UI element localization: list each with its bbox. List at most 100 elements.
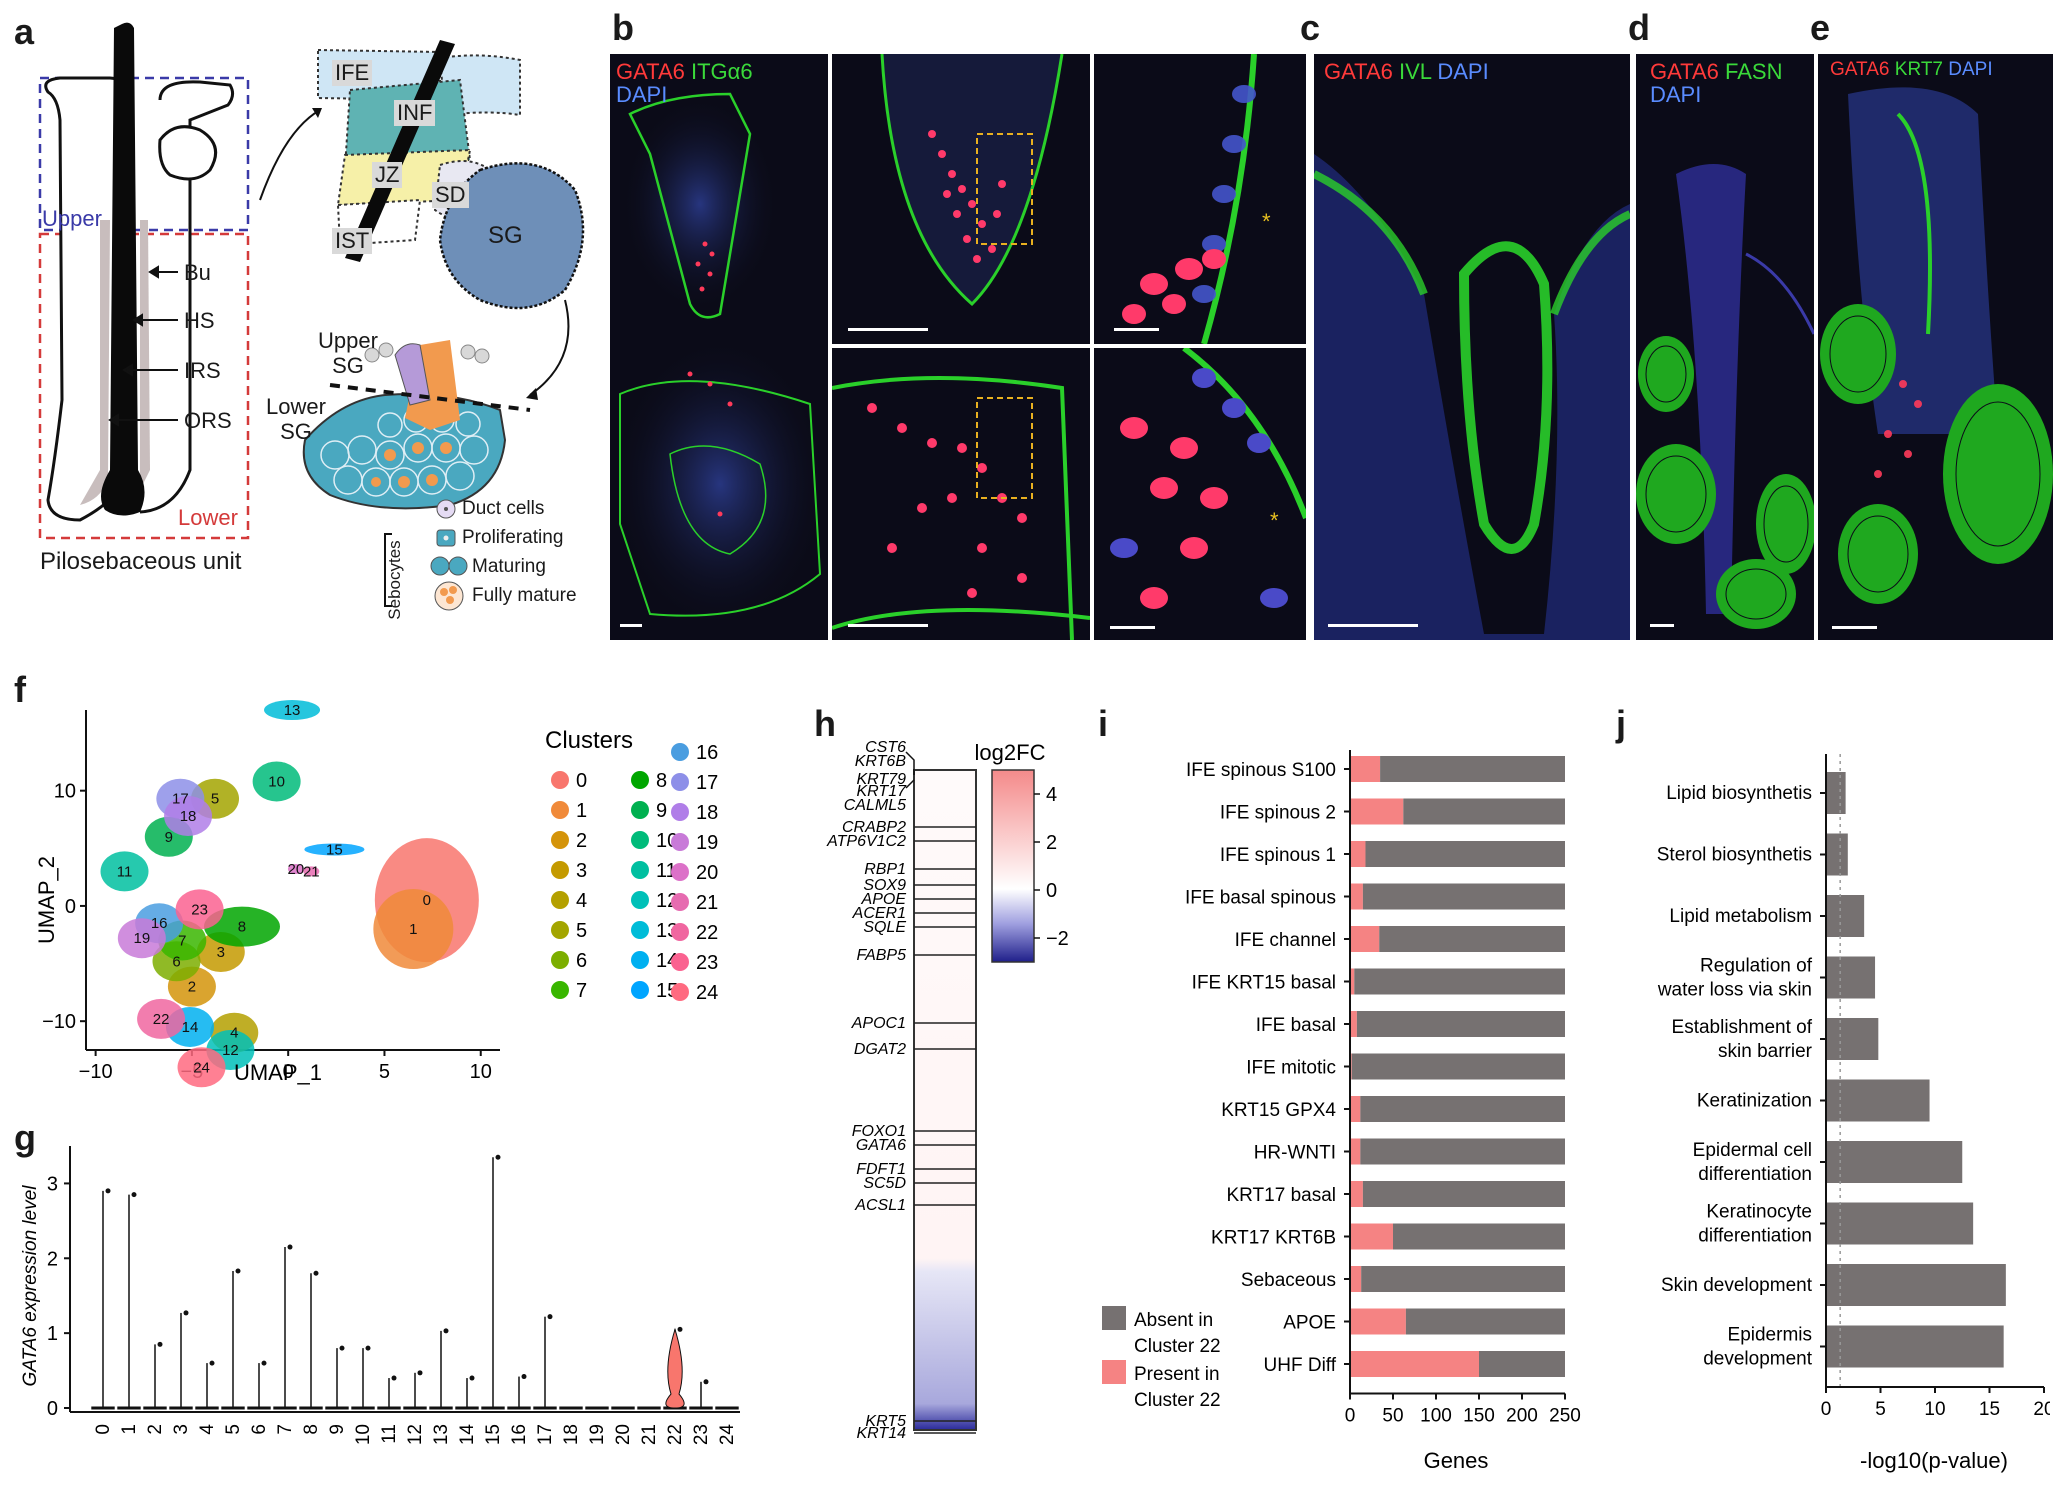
umap-legend-label: 1: [576, 800, 587, 822]
umap-legend-label: 19: [696, 832, 718, 854]
umap-legend-label: 2: [576, 830, 587, 852]
ibar-absent-5: [1354, 968, 1565, 995]
jbar-category-label: Epidermal cell differentiation: [1693, 1140, 1812, 1185]
umap-legend-swatch: [551, 831, 569, 849]
umap-cluster-label: 6: [172, 953, 180, 970]
violin-ylabel: GATA6 expression level: [20, 1185, 41, 1387]
umap-cluster-11: [100, 851, 149, 892]
ibar-xlabel: Genes: [1424, 1448, 1489, 1473]
ibar-x-tick-label: 100: [1420, 1406, 1452, 1427]
zoom-arrow-2: [529, 299, 570, 396]
panel-c-channel-1: GATA6: [1324, 59, 1393, 84]
violin-x-tick-label: 19: [587, 1424, 608, 1445]
upper-sg-label: Upper SG: [318, 328, 378, 379]
ibar-absent-10: [1362, 1181, 1565, 1207]
colorbar-title: log2FC: [975, 740, 1046, 765]
violin-x-tick-label: 18: [561, 1424, 582, 1445]
jbar-category-label: Regulation of water loss via skin: [1657, 956, 1813, 1001]
violin-x-tick-label: 17: [535, 1424, 556, 1445]
violin-x-tick-label: 8: [301, 1424, 322, 1435]
irs-layer: [80, 220, 110, 505]
irs-label: IRS: [184, 358, 221, 383]
jbar-bar-2: [1826, 895, 1865, 937]
umap-cluster-22: [137, 998, 186, 1039]
umap-legend-label: 11: [656, 860, 677, 882]
ibar-category-label: IFE spinous 1: [1220, 845, 1336, 866]
umap-x-tick-label: 5: [379, 1061, 390, 1083]
heatmap-gene-label: SOX9: [863, 877, 906, 894]
umap-ylabel: UMAP_2: [34, 856, 59, 944]
sebocyte-legend-icons: [430, 499, 468, 611]
heatmap-gene-label: APOC1: [851, 1015, 906, 1032]
umap-cluster-15: [304, 843, 365, 856]
ibar-absent-1: [1403, 798, 1565, 825]
heatmap-gene-label: DGAT2: [854, 1041, 906, 1058]
umap-cluster-label: 22: [153, 1011, 170, 1028]
umap-legend-title: Clusters: [545, 727, 633, 754]
umap-x-tick-label: 10: [470, 1061, 492, 1083]
svg-text:*: *: [1270, 508, 1279, 533]
pilosebaceous-diagram: [38, 22, 585, 611]
panel-d-channel-1: GATA6: [1650, 59, 1719, 84]
heatmap-gene-label: FABP5: [857, 947, 907, 964]
colorbar-tick-label: −2: [1046, 928, 1069, 950]
ibar-category-label: IFE KRT15 basal: [1192, 973, 1336, 994]
heatmap-gene-label: SC5D: [863, 1175, 906, 1192]
go-enrichment-bar-chart: Lipid biosynthetis Sterol biosynthetis Lip…: [1657, 754, 2050, 1473]
ibar-absent-8: [1360, 1096, 1565, 1122]
legend-proliferating: Proliferating: [462, 527, 564, 548]
umap-legend-swatch: [671, 863, 689, 881]
mature-sebocyte-droplets: [371, 442, 452, 488]
panel-b-top-right-image: *: [1094, 54, 1306, 344]
ibar-category-label: IFE channel: [1235, 930, 1336, 951]
umap-cluster-label: 9: [165, 829, 173, 846]
ibar-present-9: [1350, 1138, 1361, 1165]
umap-cluster-label: 3: [217, 944, 225, 961]
ibar-category-label: IFE basal: [1256, 1015, 1336, 1036]
violin-max-point: [105, 1188, 111, 1194]
umap-legend-swatch: [671, 893, 689, 911]
panel-b-channel-2: ITGα6: [691, 59, 753, 84]
ibar-present-6: [1350, 1011, 1357, 1037]
ibar-absent-14: [1479, 1351, 1565, 1377]
violin-x-tick-label: 0: [93, 1424, 114, 1435]
umap-legend-swatch: [631, 771, 649, 789]
jbar-x-tick-label: 0: [1821, 1399, 1832, 1420]
ibar-x-tick-label: 200: [1506, 1406, 1538, 1427]
panel-e-channels: GATA6 KRT7 DAPI: [1830, 60, 1993, 80]
panel-label-c: c: [1300, 7, 1321, 48]
violin-x-tick-label: 16: [509, 1424, 530, 1445]
umap-cluster-label: 0: [423, 892, 431, 909]
jbar-category-label: Sterol biosynthetis: [1657, 845, 1812, 866]
ibar-category-label: KRT15 GPX4: [1221, 1100, 1336, 1121]
panel-d-channel-2: FASN: [1725, 59, 1783, 84]
violin-x-tick-label: 13: [431, 1424, 452, 1445]
violin-max-point: [703, 1379, 709, 1385]
sg-dashed-divider: [329, 383, 531, 412]
violin-y-tick-label: 0: [47, 1398, 58, 1420]
umap-legend-label: 7: [576, 980, 587, 1002]
ibar-legend-present-line2: Cluster 22: [1134, 1390, 1221, 1411]
umap-legend-swatch: [631, 801, 649, 819]
ibar-x-tick-label: 150: [1463, 1406, 1495, 1427]
heatmap-gene-label: ACSL1: [854, 1197, 906, 1214]
umap-cluster-label: 20: [288, 861, 305, 878]
heatmap-gene-label: ATP6V1C2: [826, 833, 906, 850]
umap-legend-label: 8: [656, 770, 667, 792]
panel-d-channel-3: DAPI: [1650, 82, 1702, 108]
umap-cluster-label: 11: [117, 863, 133, 880]
umap-legend-label: 6: [576, 950, 587, 972]
umap-cluster-label: 1: [409, 921, 417, 938]
umap-cluster-19: [117, 918, 166, 959]
jbar-bar-4: [1826, 1018, 1879, 1060]
umap-legend-swatch: [671, 953, 689, 971]
umap-legend-swatch: [631, 981, 649, 999]
duct-purple: [394, 343, 431, 406]
panel-c-image: GATA6 IVL DAPI: [1314, 54, 1630, 640]
ibar-absent-4: [1379, 926, 1565, 952]
umap-legend-swatch: [631, 951, 649, 969]
jbar-category-label: Epidermis development: [1703, 1325, 1813, 1370]
heatmap-gene-label: FDFT1: [856, 1161, 906, 1178]
panel-label-j: j: [1616, 703, 1627, 744]
